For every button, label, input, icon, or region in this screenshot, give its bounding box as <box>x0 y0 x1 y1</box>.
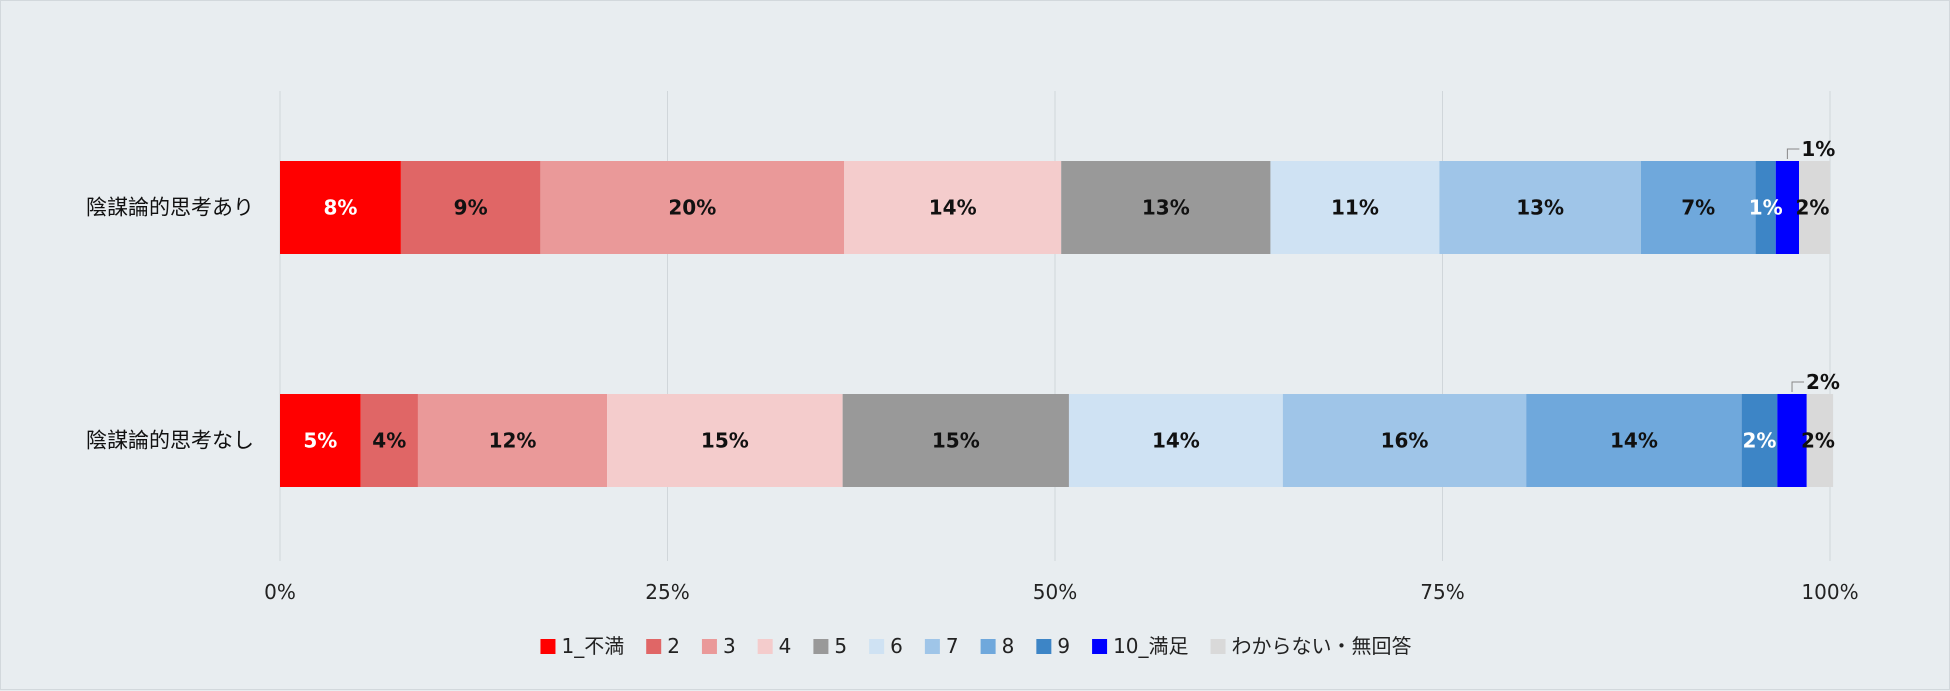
legend-swatch <box>1036 639 1052 654</box>
legend-swatch <box>1092 639 1108 654</box>
data-label-leader <box>1786 148 1800 159</box>
bar-segment <box>360 394 418 487</box>
legend-label: 7 <box>946 634 959 658</box>
legend-swatch <box>813 639 829 654</box>
legend-label: わからない・無回答 <box>1232 634 1412 658</box>
legend-label: 3 <box>723 634 736 658</box>
x-tick-label: 25% <box>645 580 689 604</box>
legend-label: 6 <box>890 634 903 658</box>
legend-swatch <box>646 639 662 654</box>
data-label: 13% <box>1142 196 1190 220</box>
bar-segment <box>1270 161 1440 254</box>
bar-segment <box>1799 161 1830 254</box>
bar-segment <box>417 394 608 487</box>
bar-segment <box>280 161 401 254</box>
category-label: 陰謀論的思考なし <box>86 429 254 453</box>
legend-swatch <box>701 639 717 654</box>
legend-label: 8 <box>1002 634 1015 658</box>
data-label: 5% <box>303 429 337 453</box>
data-label-leader <box>1791 381 1805 392</box>
data-label: 2% <box>1796 196 1830 220</box>
data-label: 7% <box>1681 196 1715 220</box>
bar-segment <box>1775 161 1799 254</box>
legend-swatch <box>924 639 940 654</box>
legend-swatch <box>980 639 996 654</box>
legend-swatch <box>869 639 885 654</box>
legend-swatch <box>757 639 773 654</box>
data-labels: 8% 9% 20% 14% 13% 11% 13% 7% 1% 1% 2% 5% 4% 12% 15% 15%… <box>303 137 1840 453</box>
data-label: 11% <box>1331 196 1379 220</box>
bar-segment <box>1755 161 1776 254</box>
data-label: 20% <box>668 196 716 220</box>
data-label: 2% <box>1801 429 1835 453</box>
x-tick-label: 50% <box>1033 580 1077 604</box>
bar-segment <box>1640 161 1756 254</box>
category-label: 陰謀論的思考あり <box>86 196 254 220</box>
legend: 1_不満 2 3 4 5 6 7 8 9 10_満足 わからない・無回答 <box>540 634 1412 658</box>
bar-segment <box>842 394 1069 487</box>
bar-segment <box>1061 161 1271 254</box>
bar-segment <box>1282 394 1527 487</box>
data-label: 4% <box>372 429 406 453</box>
bar-segment <box>1068 394 1283 487</box>
bar-segment <box>1526 394 1742 487</box>
data-label: 16% <box>1381 429 1429 453</box>
legend-swatch <box>540 639 556 654</box>
bar-segment <box>607 394 843 487</box>
data-label: 13% <box>1516 196 1564 220</box>
data-label: 15% <box>932 429 980 453</box>
legend-label: 5 <box>834 634 847 658</box>
data-label: 15% <box>701 429 749 453</box>
data-label: 1% <box>1801 137 1835 161</box>
legend-label: 9 <box>1057 634 1070 658</box>
legend-swatch <box>1210 639 1226 654</box>
bar-segment <box>1439 161 1641 254</box>
bar-segment <box>1806 394 1834 487</box>
bar-segment <box>844 161 1062 254</box>
data-label: 14% <box>929 196 977 220</box>
data-label: 1% <box>1749 196 1783 220</box>
x-tick-label: 100% <box>1801 580 1858 604</box>
data-label: 9% <box>454 196 488 220</box>
data-label: 14% <box>1610 429 1658 453</box>
bar-segment <box>1777 394 1807 487</box>
bar-segment <box>540 161 845 254</box>
bar-segment <box>1741 394 1778 487</box>
bars <box>280 161 1834 487</box>
data-label: 8% <box>323 196 357 220</box>
data-label: 14% <box>1152 429 1200 453</box>
data-label: 2% <box>1742 429 1776 453</box>
data-label: 2% <box>1806 370 1840 394</box>
legend-label: 10_満足 <box>1113 634 1188 658</box>
legend-label: 2 <box>667 634 680 658</box>
data-label: 12% <box>489 429 537 453</box>
bar-segment <box>400 161 541 254</box>
x-tick-label: 0% <box>264 580 296 604</box>
legend-label: 4 <box>779 634 792 658</box>
legend-label: 1_不満 <box>561 634 624 658</box>
bar-segment <box>280 394 361 487</box>
x-tick-label: 75% <box>1420 580 1464 604</box>
